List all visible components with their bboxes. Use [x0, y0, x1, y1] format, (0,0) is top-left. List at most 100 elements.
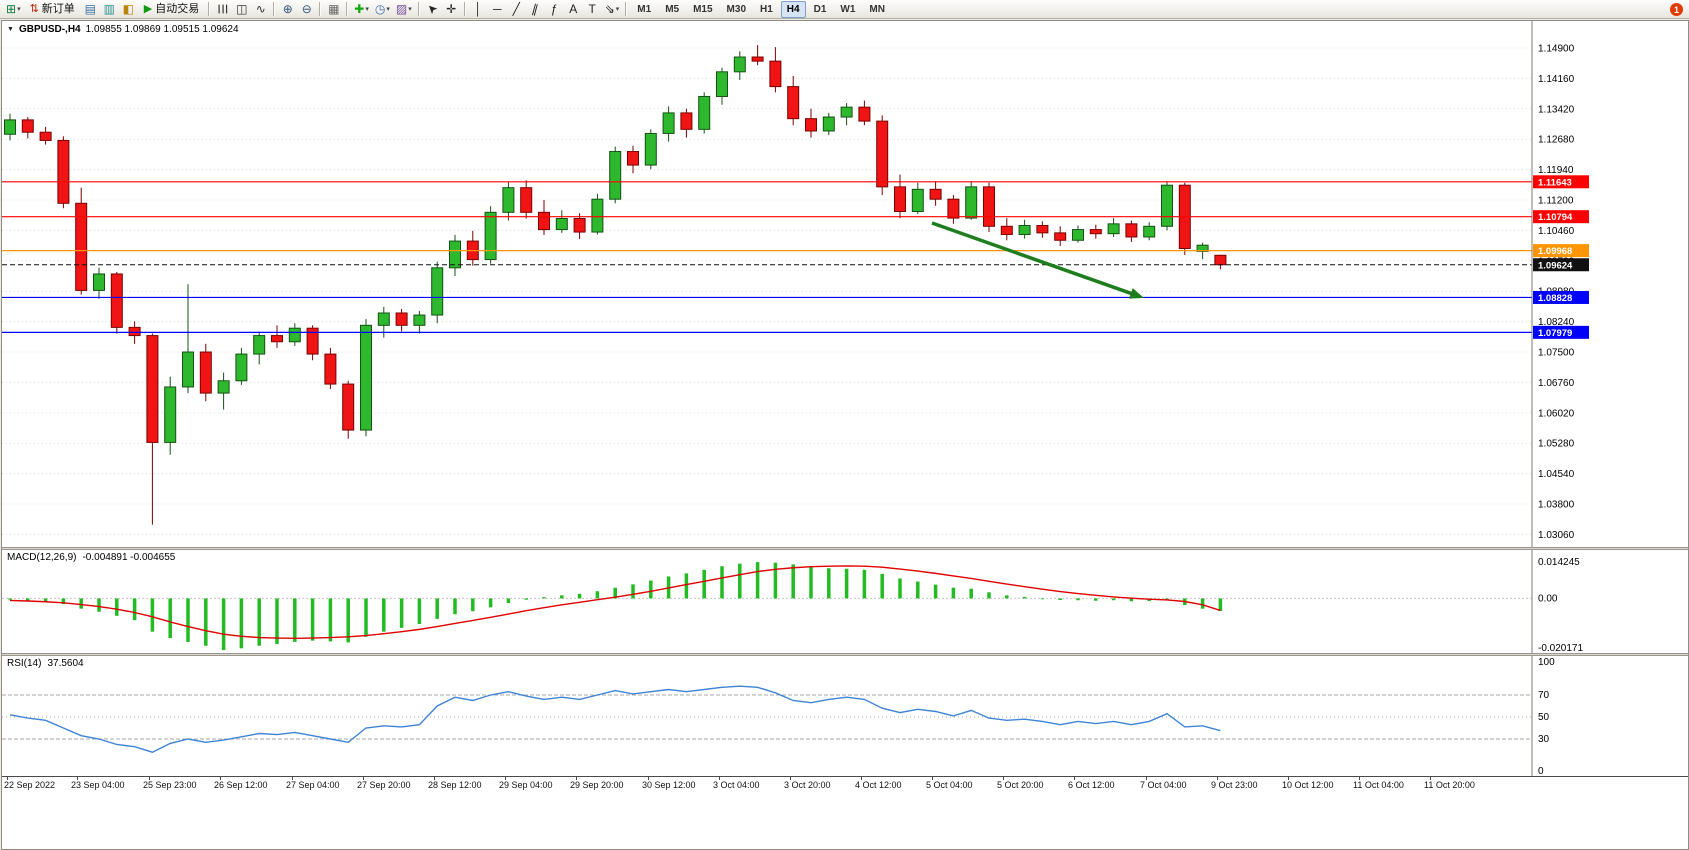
svg-text:1.08828: 1.08828: [1538, 293, 1572, 304]
alert-badge[interactable]: 1: [1670, 3, 1683, 16]
toolbar-separator: [208, 2, 211, 16]
cursor-icon[interactable]: ➤: [423, 0, 442, 17]
svg-text:1.10460: 1.10460: [1538, 226, 1575, 237]
chart-header: ▼ GBPUSD-,H4 1.09855 1.09869 1.09515 1.0…: [7, 24, 239, 35]
toolbar-separator: [417, 2, 420, 16]
svg-text:1.06020: 1.06020: [1538, 408, 1575, 419]
svg-text:1.09968: 1.09968: [1538, 246, 1572, 257]
time-tick: [220, 777, 221, 780]
time-axis-label: 22 Sep 2022: [4, 780, 56, 790]
templates-icon[interactable]: ▨ ▾: [393, 1, 415, 18]
svg-text:70: 70: [1538, 690, 1550, 701]
candlestick-chart-icon[interactable]: ◫: [232, 1, 251, 18]
time-tick: [790, 777, 791, 780]
text-icon[interactable]: A: [564, 1, 583, 18]
zoom-in-icon: ⊕: [282, 2, 293, 16]
time-tick: [861, 777, 862, 780]
svg-text:1.11643: 1.11643: [1538, 177, 1572, 188]
dropdown-caret-icon: ▾: [365, 5, 369, 13]
time-tick: [77, 777, 78, 780]
time-axis-label: 5 Oct 04:00: [926, 780, 973, 790]
svg-text:1.10794: 1.10794: [1538, 212, 1573, 223]
time-axis: 22 Sep 2022 23 Sep 04:00 25 Sep 23:00 26 Se…: [2, 776, 1688, 793]
market-watch-icon: ▤: [84, 2, 96, 16]
time-tick: [1288, 777, 1289, 780]
vertical-line-icon: │: [474, 2, 482, 16]
timeframe-m30-button[interactable]: M30: [726, 3, 746, 15]
dropdown-caret-icon: ▾: [17, 5, 21, 13]
tile-windows-icon[interactable]: ▦: [324, 1, 343, 18]
zoom-in-icon[interactable]: ⊕: [278, 1, 297, 18]
panel-separator[interactable]: [2, 653, 1688, 656]
navigator-icon[interactable]: ◧: [119, 1, 138, 18]
vertical-line-icon[interactable]: │: [469, 1, 488, 18]
candlestick-chart-icon: ◫: [236, 2, 248, 16]
timeframe-m15-button[interactable]: M15: [693, 3, 713, 15]
bar-chart-icon[interactable]: ☰: [213, 1, 232, 18]
new-chart-icon: ⊞: [6, 2, 17, 16]
svg-text:1.06760: 1.06760: [1538, 378, 1575, 389]
line-chart-icon: ∿: [255, 2, 266, 16]
rsi-value: 37.5604: [47, 658, 84, 669]
chart-ohlc-values: 1.09855 1.09869 1.09515 1.09624: [85, 24, 239, 35]
crosshair-icon[interactable]: ✛: [442, 1, 461, 18]
toolbar-separator: [273, 2, 276, 16]
time-tick: [1430, 777, 1431, 780]
trendline-icon[interactable]: ╱: [507, 1, 526, 18]
svg-text:1.08240: 1.08240: [1538, 317, 1575, 328]
svg-text:1.04540: 1.04540: [1538, 469, 1575, 480]
timeframe-h1-button[interactable]: H1: [760, 3, 773, 15]
time-tick: [1146, 777, 1147, 780]
horizontal-line-icon[interactable]: ─: [488, 1, 507, 18]
indicators-icon[interactable]: ✚ ▾: [351, 1, 372, 18]
time-axis-label: 27 Sep 20:00: [357, 780, 411, 790]
svg-text:30: 30: [1538, 734, 1550, 745]
time-axis-label: 4 Oct 12:00: [855, 780, 902, 790]
timeframe-h4-button[interactable]: H4: [780, 0, 806, 18]
text-icon: A: [569, 2, 578, 16]
zoom-out-icon[interactable]: ⊖: [297, 1, 316, 18]
data-window-icon[interactable]: ▥: [100, 1, 119, 18]
time-axis-label: 11 Oct 04:00: [1353, 780, 1404, 790]
market-watch-icon[interactable]: ▤: [81, 1, 100, 18]
periods-icon[interactable]: ◷ ▾: [372, 1, 393, 18]
price-chart-panel[interactable]: 1.14900 1.14160 1.13420 1.12680 1.11940 1.112…: [2, 21, 1688, 547]
timeframe-m1-button[interactable]: M1: [637, 3, 652, 15]
time-axis-label: 3 Oct 20:00: [784, 780, 831, 790]
periods-icon: ◷: [374, 2, 386, 16]
channel-icon[interactable]: ∥: [526, 1, 545, 18]
time-axis-label: 27 Sep 04:00: [286, 780, 340, 790]
new-chart-icon[interactable]: ⊞ ▾: [3, 1, 24, 18]
dropdown-caret-icon: ▾: [408, 5, 412, 13]
time-tick: [1003, 777, 1004, 780]
new-order-button[interactable]: ⇅ 新订单: [24, 1, 81, 18]
one-click-trading-toggle-icon[interactable]: ▼: [7, 26, 14, 33]
timeframe-mn-button[interactable]: MN: [869, 3, 885, 15]
fibonacci-icon[interactable]: ƒ: [545, 1, 564, 18]
auto-trading-button[interactable]: ▶ 自动交易: [138, 1, 205, 18]
panel-separator[interactable]: [2, 547, 1688, 550]
line-chart-icon[interactable]: ∿: [251, 1, 270, 18]
indicators-icon: ✚: [354, 2, 365, 16]
rsi-indicator-panel[interactable]: 100 70 50 30 0: [2, 656, 1688, 776]
macd-label: MACD(12,26,9): [7, 552, 77, 563]
rsi-label: RSI(14): [7, 658, 42, 669]
macd-indicator-panel[interactable]: 0.014245 0.00 -0.020171: [2, 550, 1688, 653]
timeframe-w1-button[interactable]: W1: [840, 3, 856, 15]
timeframe-d1-button[interactable]: D1: [813, 3, 827, 15]
channel-icon: ∥: [530, 1, 540, 17]
timeframe-m5-button[interactable]: M5: [665, 3, 680, 15]
time-axis-label: 26 Sep 12:00: [214, 780, 268, 790]
auto-trading-button-label: 自动交易: [155, 2, 200, 15]
svg-text:1.11940: 1.11940: [1538, 165, 1574, 176]
arrows-tool-icon[interactable]: ⇘ ▾: [602, 1, 623, 18]
time-tick: [7, 777, 8, 780]
dropdown-caret-icon: ▾: [386, 5, 390, 13]
time-axis-label: 5 Oct 20:00: [997, 780, 1044, 790]
svg-text:0.00: 0.00: [1538, 593, 1558, 604]
svg-text:1.12680: 1.12680: [1538, 135, 1575, 146]
time-tick: [292, 777, 293, 780]
text-label-icon[interactable]: T: [583, 1, 602, 18]
svg-text:1.09624: 1.09624: [1538, 260, 1573, 271]
chart-symbol-label: GBPUSD-,H4: [18, 24, 81, 35]
